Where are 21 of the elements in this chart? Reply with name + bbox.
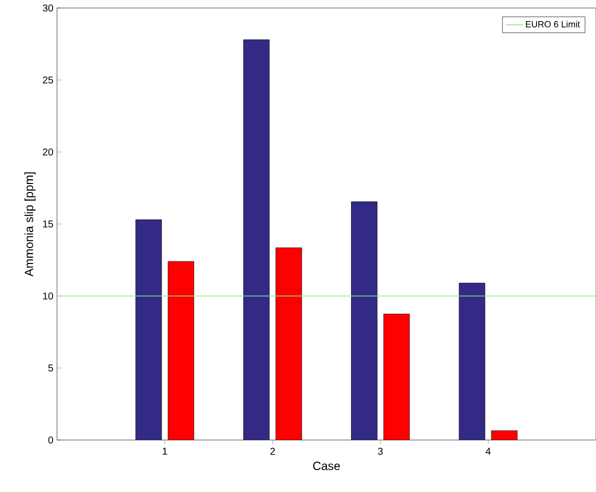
legend-label: EURO 6 Limit xyxy=(526,20,580,28)
y-tick-label: 10 xyxy=(43,292,54,300)
x-tick-label: 1 xyxy=(162,448,168,455)
bar xyxy=(276,248,302,440)
bar xyxy=(351,201,378,440)
y-tick-label: 15 xyxy=(43,220,54,228)
bar xyxy=(168,261,194,440)
y-tick-label: 0 xyxy=(48,436,54,444)
y-tick-label: 5 xyxy=(48,364,54,372)
y-axis-title: Ammonia slip [ppm] xyxy=(24,172,36,276)
y-tick-label: 30 xyxy=(42,4,54,12)
y-tick-label: 25 xyxy=(42,76,54,84)
bar xyxy=(383,314,410,440)
x-tick-label: 3 xyxy=(378,448,383,455)
y-tick-label: 20 xyxy=(42,148,54,156)
x-tick-label: 4 xyxy=(486,448,491,455)
bar xyxy=(243,39,270,440)
bar xyxy=(135,219,162,440)
bar xyxy=(458,282,486,440)
x-axis-title: Case xyxy=(313,462,340,470)
x-tick-label: 2 xyxy=(270,448,275,455)
